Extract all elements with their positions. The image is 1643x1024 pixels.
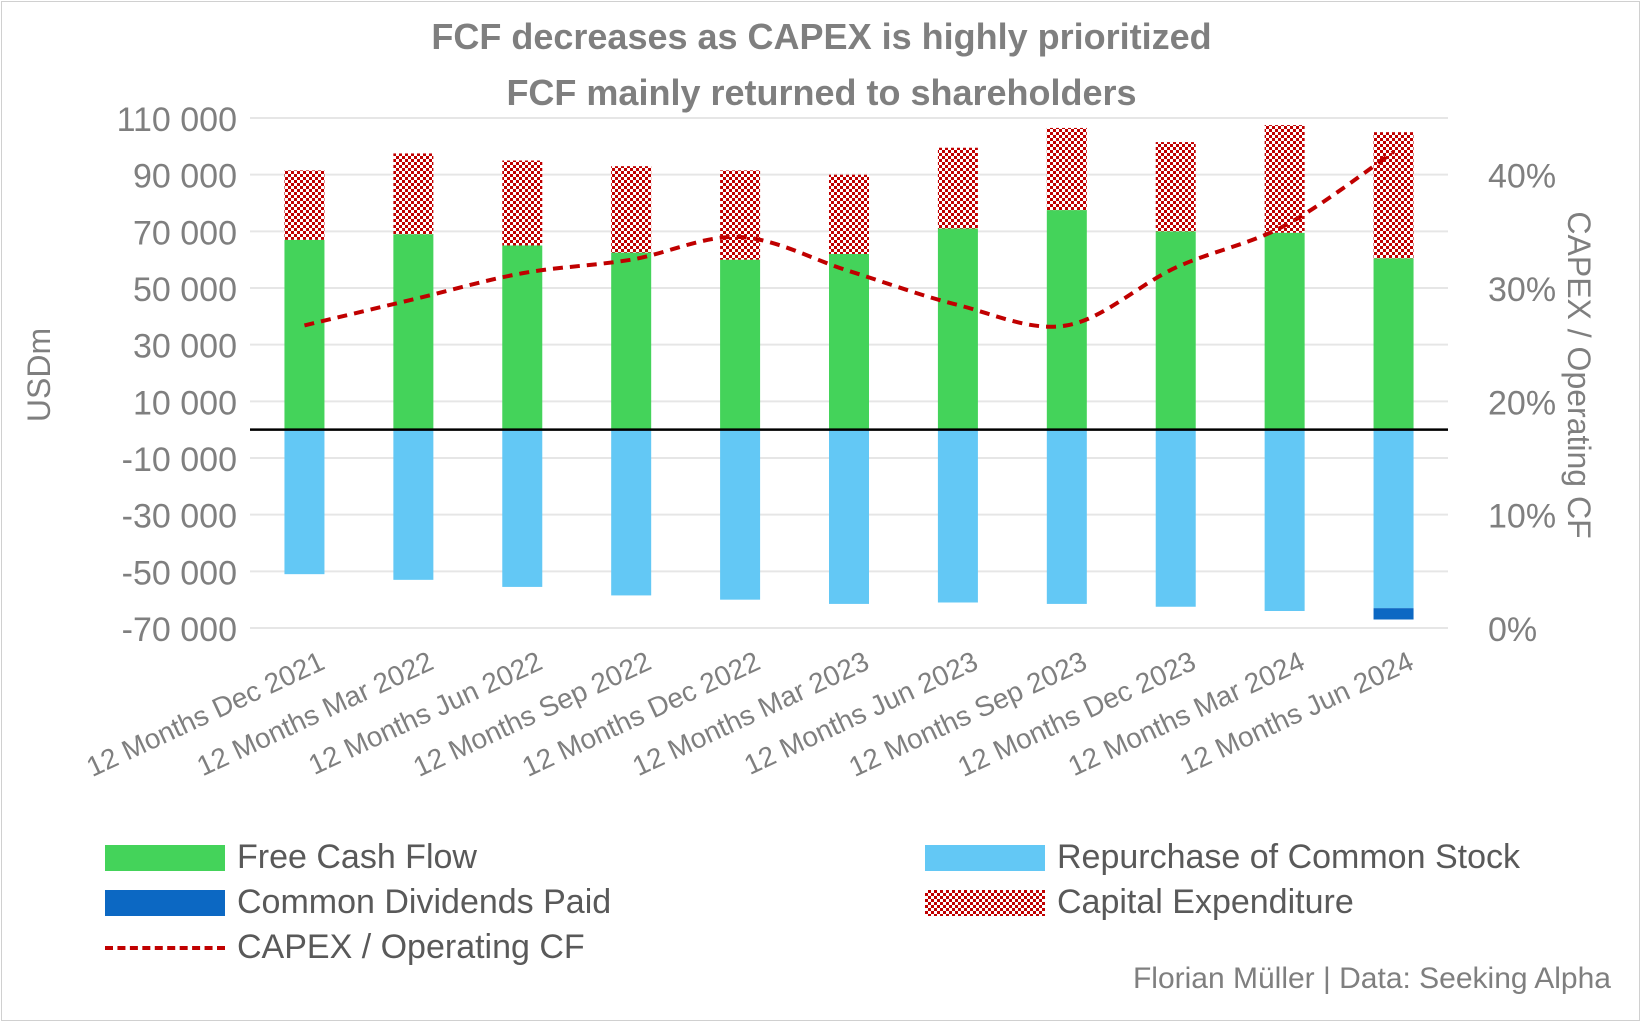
bar-free-cash-flow: [720, 259, 761, 430]
y2-tick-label: 20%: [1488, 384, 1556, 422]
legend-label-ratio: CAPEX / Operating CF: [237, 928, 585, 966]
y2-tick-label: 10%: [1488, 498, 1556, 536]
bar-capital-expenditure: [611, 166, 652, 253]
y2-tick-label: 30%: [1488, 271, 1556, 309]
y-tick-label: 70 000: [133, 214, 237, 252]
bar-capital-expenditure: [1046, 127, 1087, 211]
legend-label-repurchase: Repurchase of Common Stock: [1057, 838, 1520, 876]
bar-free-cash-flow: [1155, 231, 1196, 430]
y-tick-label: -50 000: [122, 554, 237, 592]
chart-title: FCF decreases as CAPEX is highly priorit…: [431, 16, 1212, 57]
y-tick-label: -30 000: [122, 498, 237, 536]
legend-swatch-fcf: [105, 844, 225, 871]
bar-free-cash-flow: [284, 239, 325, 430]
y-tick-label: 10 000: [133, 384, 237, 422]
y-tick-label: -10 000: [122, 441, 237, 479]
legend-item-dividends: Common Dividends Paid: [105, 883, 611, 922]
y-axis-title: USDm: [21, 328, 57, 422]
y2-tick-label: 40%: [1488, 158, 1556, 196]
legend-label-capex: Capital Expenditure: [1057, 883, 1354, 921]
legend-label-dividends: Common Dividends Paid: [237, 883, 612, 921]
bar-repurchase: [1155, 429, 1196, 607]
bar-free-cash-flow: [393, 234, 434, 430]
bar-capital-expenditure: [1264, 125, 1305, 233]
bar-repurchase: [393, 429, 434, 580]
bar-repurchase: [1264, 429, 1305, 611]
bar-capital-expenditure: [829, 174, 869, 254]
bar-free-cash-flow: [1373, 258, 1414, 430]
legend-swatch-dividends: [105, 889, 225, 916]
line-capex-operating-cf: [303, 150, 1395, 329]
y-tick-label: 110 000: [117, 101, 237, 139]
legend-item-fcf: Free Cash Flow: [105, 838, 477, 877]
bar-free-cash-flow: [829, 254, 869, 430]
y2-tick-label: 0%: [1488, 611, 1537, 649]
source-credit: Florian Müller | Data: Seeking Alpha: [1132, 962, 1611, 995]
y-tick-label: -70 000: [122, 611, 237, 649]
bar-capital-expenditure: [1373, 132, 1414, 259]
legend-swatch-repurchase: [925, 844, 1045, 871]
bar-capital-expenditure: [502, 160, 543, 246]
bar-capital-expenditure: [720, 170, 761, 260]
bar-repurchase: [937, 429, 978, 603]
y-tick-label: 30 000: [133, 328, 237, 366]
chart-plot: 110 000 90 000 70 000 50 000 30 000 10 000 -10…: [21, 101, 1597, 783]
bar-repurchase: [1373, 429, 1414, 609]
bar-free-cash-flow: [611, 252, 652, 430]
bar-capital-expenditure: [1155, 142, 1196, 232]
bar-capital-expenditure: [284, 170, 325, 240]
bar-repurchase: [1046, 429, 1087, 604]
y-tick-label: 50 000: [133, 271, 237, 309]
bar-capital-expenditure: [937, 147, 978, 229]
legend-item-repurchase: Repurchase of Common Stock: [925, 838, 1520, 877]
bar-repurchase: [502, 429, 543, 587]
bar-free-cash-flow: [1264, 232, 1305, 430]
bar-repurchase: [611, 429, 652, 596]
bar-capital-expenditure: [393, 153, 434, 235]
bar-repurchase: [284, 429, 325, 575]
legend-item-capex: Capital Expenditure: [925, 883, 1354, 922]
legend-swatch-ratio: [105, 945, 225, 950]
y-tick-label: 90 000: [133, 158, 237, 196]
chart-subtitle: FCF mainly returned to shareholders: [506, 72, 1137, 113]
y2-axis-title: CAPEX / Operating CF: [1561, 211, 1597, 538]
bar-repurchase: [829, 429, 869, 604]
bar-common-dividends: [1373, 608, 1414, 620]
legend-swatch-capex: [925, 889, 1045, 916]
bar-free-cash-flow: [937, 228, 978, 430]
legend-item-ratio: CAPEX / Operating CF: [105, 928, 585, 967]
legend-label-fcf: Free Cash Flow: [237, 838, 477, 876]
bar-repurchase: [720, 429, 761, 600]
